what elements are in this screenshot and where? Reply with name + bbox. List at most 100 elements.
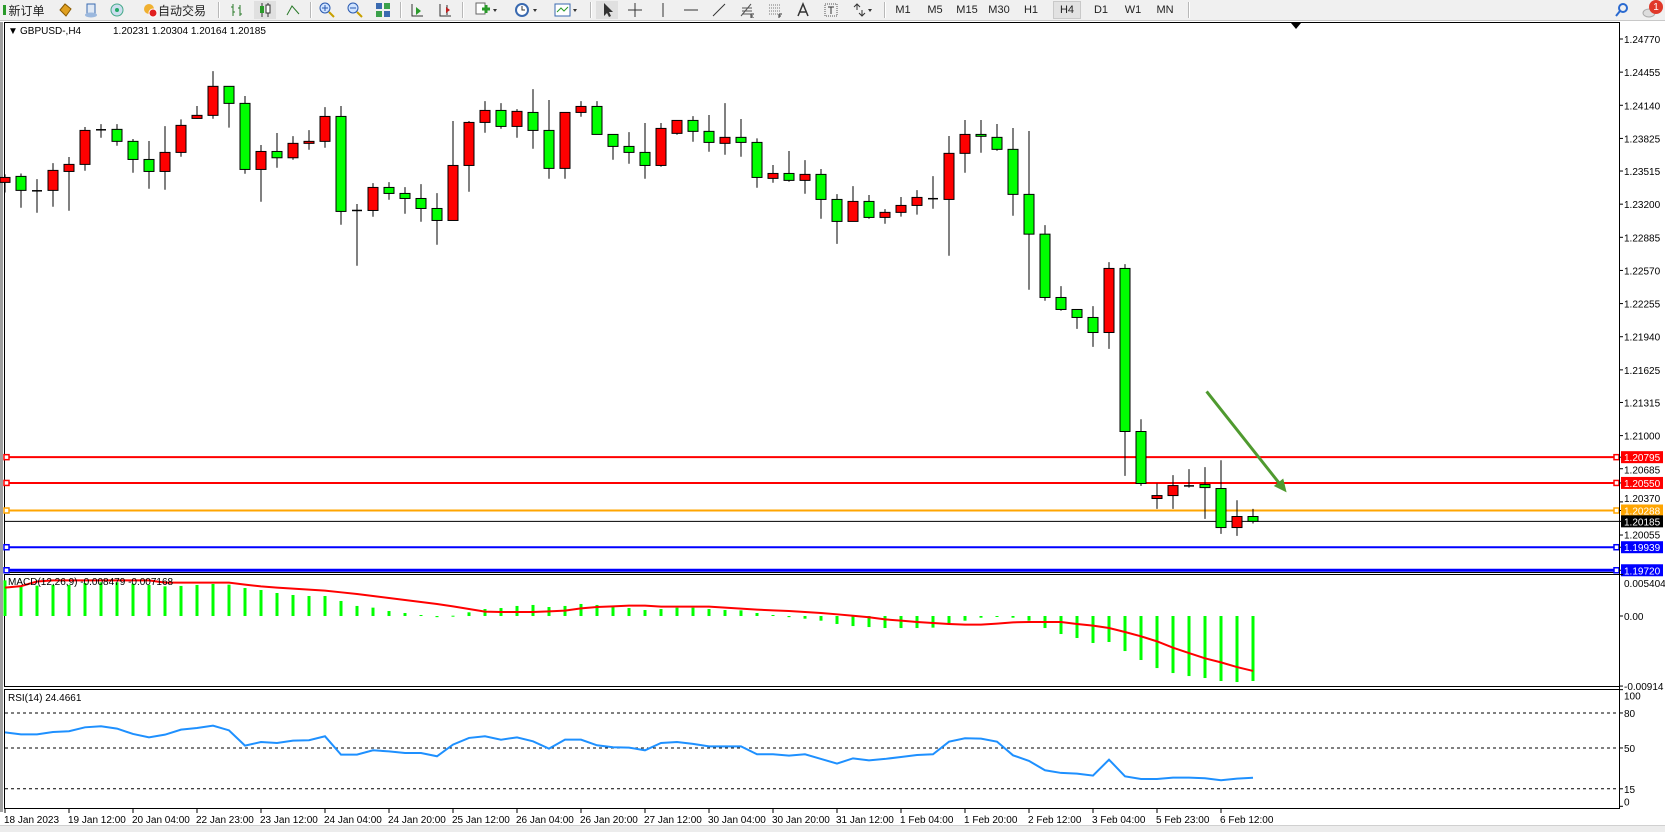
trendline-button[interactable] (708, 1, 730, 19)
data-window-button[interactable] (80, 1, 102, 19)
cursor-button[interactable] (596, 1, 618, 19)
line-anchor-handle[interactable] (1613, 543, 1620, 551)
line-anchor-handle[interactable] (3, 543, 10, 551)
candle (1184, 469, 1194, 488)
price-axis-label: 1.23200 (1624, 200, 1661, 211)
candle-body (127, 140, 139, 160)
candle-body (543, 129, 555, 169)
macd-histogram-bar (1203, 616, 1207, 679)
main-chart-panel[interactable] (4, 22, 1620, 573)
macd-histogram-bar (51, 584, 55, 616)
price-axis-label: 1.20055 (1624, 531, 1661, 542)
horizontal-line-button[interactable] (680, 1, 702, 19)
candle-body (191, 114, 203, 119)
auto-scroll-button[interactable] (406, 1, 428, 19)
candle-body (447, 164, 459, 221)
candle-body (1071, 308, 1083, 318)
time-axis-label: 5 Feb 23:00 (1156, 815, 1210, 826)
fibo-fan-button[interactable] (764, 1, 786, 19)
chart-shift-button[interactable] (434, 1, 456, 19)
candle-body (863, 200, 875, 218)
time-axis-label: 20 Jan 04:00 (132, 815, 190, 826)
line-anchor-handle[interactable] (3, 567, 10, 574)
periods-icon (515, 3, 537, 17)
macd-histogram-bar (611, 607, 615, 616)
candle (399, 187, 411, 214)
crosshair-button[interactable] (624, 1, 646, 19)
line-anchor-handle[interactable] (1613, 453, 1620, 461)
candle (1199, 467, 1211, 519)
periods-button[interactable] (508, 1, 544, 19)
text-label-button[interactable] (820, 1, 842, 19)
candle-body (143, 158, 155, 172)
arrows-button[interactable] (848, 1, 878, 19)
candle-body (463, 121, 475, 166)
candle-body (1039, 233, 1051, 298)
candle (175, 119, 187, 157)
line-anchor-handle[interactable] (3, 507, 10, 514)
timeframe-m5-button[interactable]: M5 (927, 4, 943, 16)
indicators-icon (475, 2, 497, 15)
candle (1215, 460, 1227, 534)
tile-windows-button[interactable] (372, 1, 394, 19)
timeframe-mn-button[interactable]: MN (1156, 4, 1174, 16)
macd-histogram-bar (627, 608, 631, 616)
candle-body (687, 119, 699, 132)
chart-menu-triangle-icon[interactable]: ▼ (8, 26, 18, 37)
candle (703, 115, 715, 152)
chart-ohlc: 1.20231 1.20304 1.20164 1.20185 (113, 26, 266, 37)
candle-body (495, 109, 507, 127)
macd-histogram-bar (3, 580, 7, 616)
timeframe-w1-button[interactable]: W1 (1124, 4, 1142, 16)
arrow-annotation[interactable] (1205, 390, 1284, 489)
candles (0, 71, 1259, 536)
fibonacci-button[interactable] (736, 1, 758, 19)
timeframe-m30-button[interactable]: M30 (988, 4, 1010, 16)
macd-histogram-bar (195, 584, 199, 616)
candle-body (0, 176, 11, 183)
line-anchor-handle[interactable] (3, 479, 10, 487)
candlestick-button[interactable] (254, 1, 276, 19)
price-axis-label: 1.21315 (1624, 398, 1661, 409)
timeframe-h1-button[interactable]: H1 (1023, 4, 1039, 16)
text-button[interactable] (792, 1, 814, 19)
search-button[interactable] (1612, 1, 1632, 19)
line-anchor-handle[interactable] (1613, 567, 1620, 574)
candle (367, 183, 379, 217)
candle-body (783, 172, 795, 181)
time-axis-label: 22 Jan 23:00 (196, 815, 254, 826)
candle-body (1087, 316, 1099, 334)
zoom-in-button[interactable] (316, 1, 338, 19)
candle (287, 136, 299, 160)
timeframe-d1-button[interactable]: D1 (1093, 4, 1109, 16)
navigator-button[interactable] (106, 1, 128, 19)
zoom-out-button[interactable] (344, 1, 366, 19)
market-watch-button[interactable] (54, 1, 76, 19)
new-order-button[interactable]: 新订单 (0, 1, 48, 19)
timeframe-h4-button[interactable]: H4 (1053, 1, 1081, 19)
indicators-button[interactable] (468, 1, 504, 19)
rsi-axis-label: 50 (1624, 744, 1636, 755)
rsi-panel[interactable] (4, 689, 1620, 809)
time-axis-label: 2 Feb 12:00 (1028, 815, 1082, 826)
auto-trading-button[interactable]: 自动交易 (134, 1, 214, 19)
line-anchor-handle[interactable] (3, 453, 10, 461)
macd-histogram-bar (931, 616, 935, 628)
line-anchor-handle[interactable] (1613, 479, 1620, 487)
candle (1071, 308, 1083, 329)
macd-panel[interactable] (4, 574, 1620, 687)
chart-shift-marker-icon[interactable] (1291, 23, 1301, 29)
vertical-line-button[interactable] (652, 1, 674, 19)
timeframe-m1-button[interactable]: M1 (895, 4, 911, 16)
bar-chart-button[interactable] (226, 1, 248, 19)
candle (1039, 225, 1051, 301)
zoom-in-icon (319, 2, 335, 18)
line-anchor-handle[interactable] (1613, 507, 1620, 514)
macd-histogram-bar (851, 616, 855, 627)
timeframe-m15-button[interactable]: M15 (956, 4, 978, 16)
candle (1135, 419, 1147, 486)
line-chart-button[interactable] (282, 1, 304, 19)
time-axis-label: 1 Feb 04:00 (900, 815, 954, 826)
templates-button[interactable] (548, 1, 584, 19)
